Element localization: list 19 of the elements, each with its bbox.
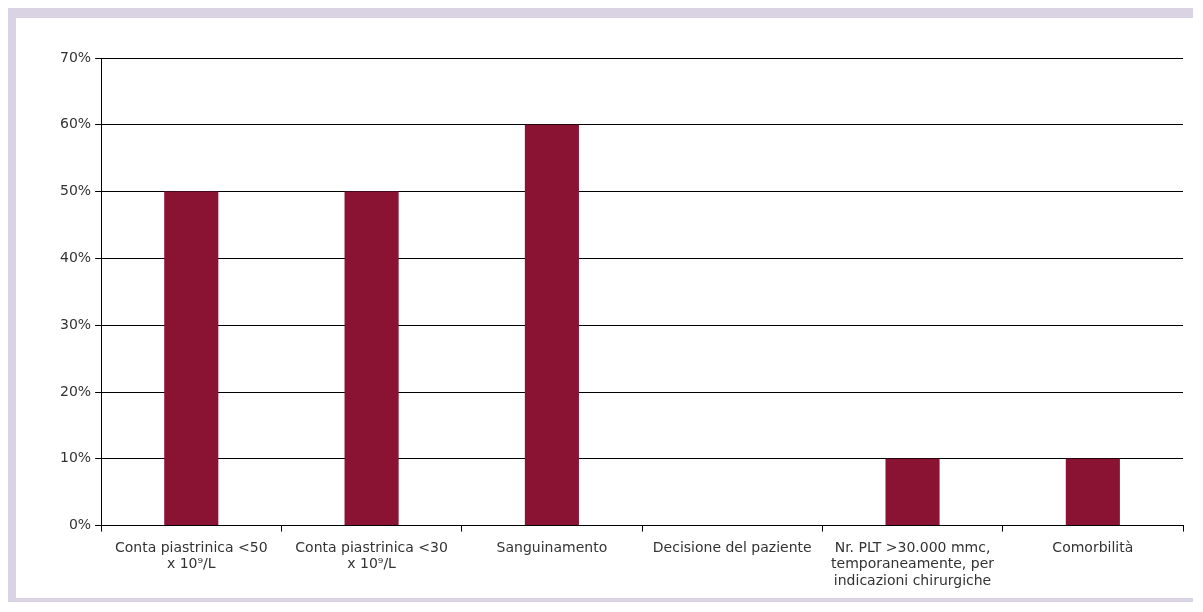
bar bbox=[164, 191, 219, 526]
y-tick-label: 20% bbox=[59, 382, 92, 399]
y-tick-label: 50% bbox=[59, 182, 92, 199]
x-tick-label: Conta piastrinica <30 x 10⁹/L bbox=[295, 538, 448, 572]
x-tick-label: Conta piastrinica <50 x 10⁹/L bbox=[114, 538, 268, 572]
y-tick-label: 70% bbox=[59, 48, 92, 65]
y-tick-label: 30% bbox=[59, 315, 92, 332]
bar bbox=[524, 124, 579, 526]
bar bbox=[1065, 458, 1120, 526]
bar bbox=[885, 458, 940, 526]
x-tick-label: Decisione del paziente bbox=[652, 538, 812, 555]
x-tick-label: Sanguinamento bbox=[496, 538, 608, 555]
y-tick-label: 40% bbox=[59, 249, 92, 266]
bar bbox=[344, 191, 399, 526]
y-tick-label: 10% bbox=[59, 449, 92, 466]
y-tick-label: 0% bbox=[68, 516, 92, 533]
y-tick-label: 60% bbox=[59, 115, 92, 132]
x-tick-label: Nr. PLT >30.000 mmc, temporaneamente, per indicazioni chirurgiche bbox=[831, 538, 995, 589]
x-tick-label: Comorbilità bbox=[1052, 538, 1134, 555]
